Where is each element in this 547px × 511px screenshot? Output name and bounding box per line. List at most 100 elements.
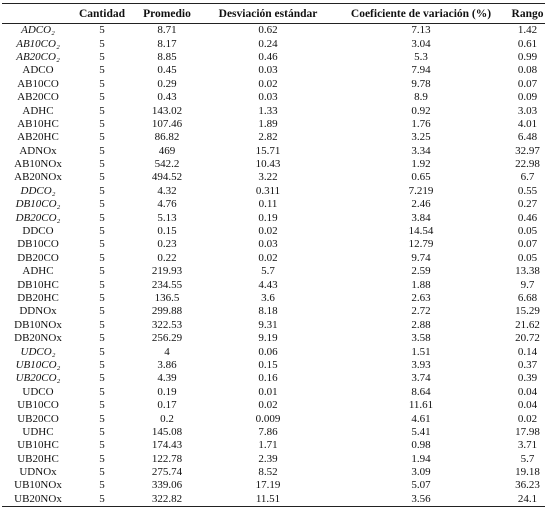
cell: 256.29 [151, 332, 183, 345]
page: Cantidad Promedio Desviación estándar Coefi… [0, 3, 547, 511]
header-cell: Cantidad [78, 7, 126, 20]
cell: 13.38 [515, 265, 540, 278]
row-label: UB20CO₂ [15, 372, 61, 385]
row-label: AB10HC [17, 117, 59, 130]
row-label: AB20CO [17, 91, 59, 104]
cell: 7.86 [258, 425, 278, 438]
cell: 21.62 [515, 318, 540, 331]
cell: 9.78 [411, 77, 431, 90]
cell: 0.43 [157, 91, 177, 104]
header-row: Cantidad Promedio Desviación estándar Coefi… [2, 3, 545, 24]
cell: 0.009 [255, 412, 281, 425]
cell: 5 [99, 50, 105, 63]
cell: 0.11 [258, 198, 278, 211]
cell: 0.62 [258, 24, 278, 37]
cell: 5 [99, 292, 105, 304]
cell: 1.76 [411, 117, 431, 130]
table-row: DDNOx 5 299.88 8.18 2.72 15.29 [2, 305, 545, 318]
cell: 0.15 [258, 358, 278, 371]
cell: 275.74 [151, 466, 183, 479]
table-row: UB20CO₂ 5 4.39 0.16 3.74 0.39 [2, 372, 545, 385]
row-label: AB10CO₂ [16, 37, 60, 50]
cell: 8.17 [157, 37, 177, 50]
row-label: AB10CO [17, 77, 59, 90]
cell: 5 [99, 24, 105, 37]
cell: 3.93 [411, 358, 431, 371]
row-label: AB20CO₂ [16, 50, 60, 63]
row-label: DB20CO [17, 251, 59, 264]
cell: 0.05 [517, 225, 538, 238]
cell: 5.7 [261, 265, 275, 278]
cell: 5 [99, 64, 105, 77]
row-label: DDCO₂ [20, 184, 56, 197]
cell: 0.01 [258, 385, 278, 398]
cell: 11.61 [408, 399, 434, 412]
cell: 5.3 [414, 50, 428, 63]
row-label: UB20NOx [14, 492, 62, 505]
cell: 4.01 [517, 117, 538, 130]
table-row: AB10NOx 5 542.2 10.43 1.92 22.98 [2, 158, 545, 171]
cell: 5 [99, 345, 105, 358]
table-row: UDHC 5 145.08 7.86 5.41 17.98 [2, 426, 545, 439]
cell: 0.07 [517, 77, 538, 90]
row-label: ADHC [22, 104, 54, 117]
cell: 0.05 [517, 251, 538, 264]
cell: 8.71 [157, 24, 177, 37]
cell: 5 [99, 184, 105, 197]
cell: 3.56 [411, 492, 431, 505]
table-row: ADCO 5 0.45 0.03 7.94 0.08 [2, 64, 545, 77]
cell: 0.09 [517, 91, 538, 104]
cell: 2.46 [411, 198, 431, 211]
cell: 0.19 [157, 385, 177, 398]
cell: 5 [99, 131, 105, 144]
cell: 219.93 [151, 265, 183, 278]
data-table: Cantidad Promedio Desviación estándar Coefi… [2, 3, 545, 507]
cell: 3.03 [517, 104, 538, 117]
cell: 0.03 [258, 238, 278, 251]
header-cell: Promedio [143, 7, 191, 20]
row-label: UDCO₂ [20, 345, 56, 358]
header-cell: Rango [511, 7, 544, 20]
cell: 9.19 [258, 332, 278, 345]
table-row: AB20CO 5 0.43 0.03 8.9 0.09 [2, 91, 545, 104]
table-row: UB10HC 5 174.43 1.71 0.98 3.71 [2, 439, 545, 452]
cell: 5.7 [520, 452, 535, 465]
cell: 3.71 [517, 439, 538, 452]
cell: 3.86 [157, 358, 177, 371]
row-label: ADNOx [19, 144, 57, 157]
cell: 3.6 [261, 292, 275, 304]
cell: 5 [99, 479, 105, 492]
cell: 0.02 [258, 225, 278, 238]
row-label: DB20HC [17, 292, 59, 304]
header-cell [2, 4, 74, 24]
cell: 36.23 [515, 479, 540, 492]
table-row: UDCO 5 0.19 0.01 8.64 0.04 [2, 386, 545, 399]
row-label: UB20CO [17, 412, 59, 425]
table-row: UB10CO 5 0.17 0.02 11.61 0.04 [2, 399, 545, 412]
cell: 0.29 [157, 77, 177, 90]
cell: 322.82 [151, 492, 183, 505]
cell: 10.43 [255, 158, 281, 171]
cell: 3.25 [411, 131, 431, 144]
cell: 17.98 [515, 425, 540, 438]
cell: 0.02 [258, 399, 278, 412]
cell: 0.07 [517, 238, 538, 251]
table-row: ADCO₂ 5 8.71 0.62 7.13 1.42 [2, 24, 545, 38]
cell: 122.78 [151, 452, 183, 465]
cell: 5 [99, 492, 105, 505]
cell: 322.53 [151, 318, 183, 331]
row-label: DB10CO₂ [15, 198, 61, 211]
cell: 4.76 [157, 198, 177, 211]
cell: 5 [99, 37, 105, 50]
cell: 7.13 [411, 24, 431, 37]
cell: 22.98 [515, 158, 540, 171]
cell: 5 [99, 318, 105, 331]
cell: 0.311 [255, 184, 281, 197]
cell: 1.71 [258, 439, 278, 452]
cell: 8.18 [258, 305, 278, 318]
cell: 5 [99, 265, 105, 278]
cell: 5 [99, 198, 105, 211]
cell: 12.79 [408, 238, 434, 251]
table-row: ADHC 5 143.02 1.33 0.92 3.03 [2, 104, 545, 117]
cell: 5 [99, 332, 105, 345]
